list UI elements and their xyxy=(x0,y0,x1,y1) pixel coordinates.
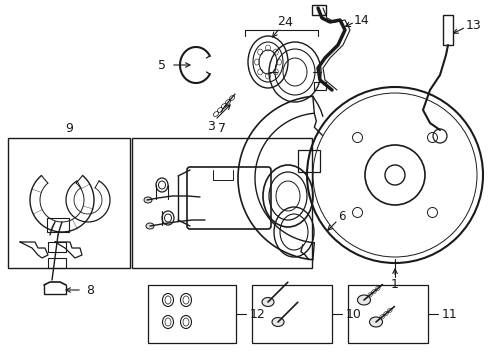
Text: 2: 2 xyxy=(277,14,285,27)
Bar xyxy=(148,285,236,343)
Bar xyxy=(347,285,427,343)
Bar xyxy=(297,150,319,172)
Text: 1: 1 xyxy=(390,279,398,292)
Ellipse shape xyxy=(369,317,382,327)
Ellipse shape xyxy=(143,197,152,203)
Bar xyxy=(8,138,130,268)
Bar xyxy=(442,15,452,45)
Text: 10: 10 xyxy=(346,307,361,320)
Ellipse shape xyxy=(262,297,273,306)
Text: 8: 8 xyxy=(86,284,94,297)
Text: 14: 14 xyxy=(353,14,369,27)
Ellipse shape xyxy=(271,318,284,327)
Bar xyxy=(311,5,325,15)
Bar xyxy=(48,258,66,268)
Ellipse shape xyxy=(146,223,154,229)
Text: 6: 6 xyxy=(338,210,345,222)
Text: 9: 9 xyxy=(65,122,73,135)
Text: 7: 7 xyxy=(218,122,225,135)
Bar xyxy=(48,242,66,252)
Text: 5: 5 xyxy=(158,59,165,72)
Bar xyxy=(313,82,325,90)
Bar xyxy=(47,218,69,232)
Text: 4: 4 xyxy=(284,15,291,28)
Text: 13: 13 xyxy=(465,18,481,32)
Text: 11: 11 xyxy=(441,307,457,320)
Bar xyxy=(132,138,311,268)
Text: 12: 12 xyxy=(250,307,265,320)
Text: 3: 3 xyxy=(206,120,215,132)
Ellipse shape xyxy=(357,295,370,305)
Bar xyxy=(251,285,331,343)
